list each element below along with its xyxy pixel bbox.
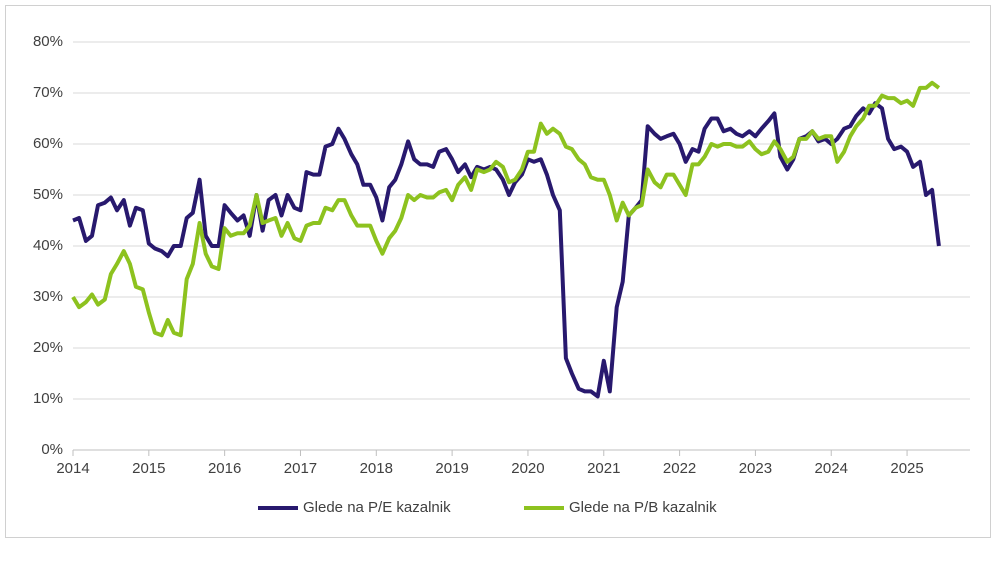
y-tick-label: 30% bbox=[33, 288, 63, 305]
y-tick-label: 20% bbox=[33, 339, 63, 356]
y-tick-label: 70% bbox=[33, 84, 63, 101]
x-tick-label: 2017 bbox=[284, 460, 317, 477]
x-tick-label: 2020 bbox=[511, 460, 544, 477]
y-tick-label: 40% bbox=[33, 237, 63, 254]
x-tick-label: 2014 bbox=[56, 460, 89, 477]
x-tick-label: 2019 bbox=[435, 460, 468, 477]
x-tick-label: 2023 bbox=[739, 460, 772, 477]
y-tick-label: 60% bbox=[33, 135, 63, 152]
x-tick-label: 2021 bbox=[587, 460, 620, 477]
x-tick-label: 2024 bbox=[815, 460, 848, 477]
y-tick-label: 0% bbox=[41, 441, 63, 458]
series-line bbox=[71, 80, 941, 338]
y-tick-label: 50% bbox=[33, 186, 63, 203]
x-tick-label: 2025 bbox=[890, 460, 923, 477]
chart-border bbox=[5, 5, 991, 538]
x-tick-label: 2015 bbox=[132, 460, 165, 477]
legend-label: Glede na P/B kazalnik bbox=[569, 499, 717, 516]
x-tick-label: 2018 bbox=[360, 460, 393, 477]
y-tick-label: 10% bbox=[33, 390, 63, 407]
y-tick-label: 80% bbox=[33, 33, 63, 50]
x-tick-label: 2016 bbox=[208, 460, 241, 477]
x-tick-label: 2022 bbox=[663, 460, 696, 477]
legend-label: Glede na P/E kazalnik bbox=[303, 499, 451, 516]
